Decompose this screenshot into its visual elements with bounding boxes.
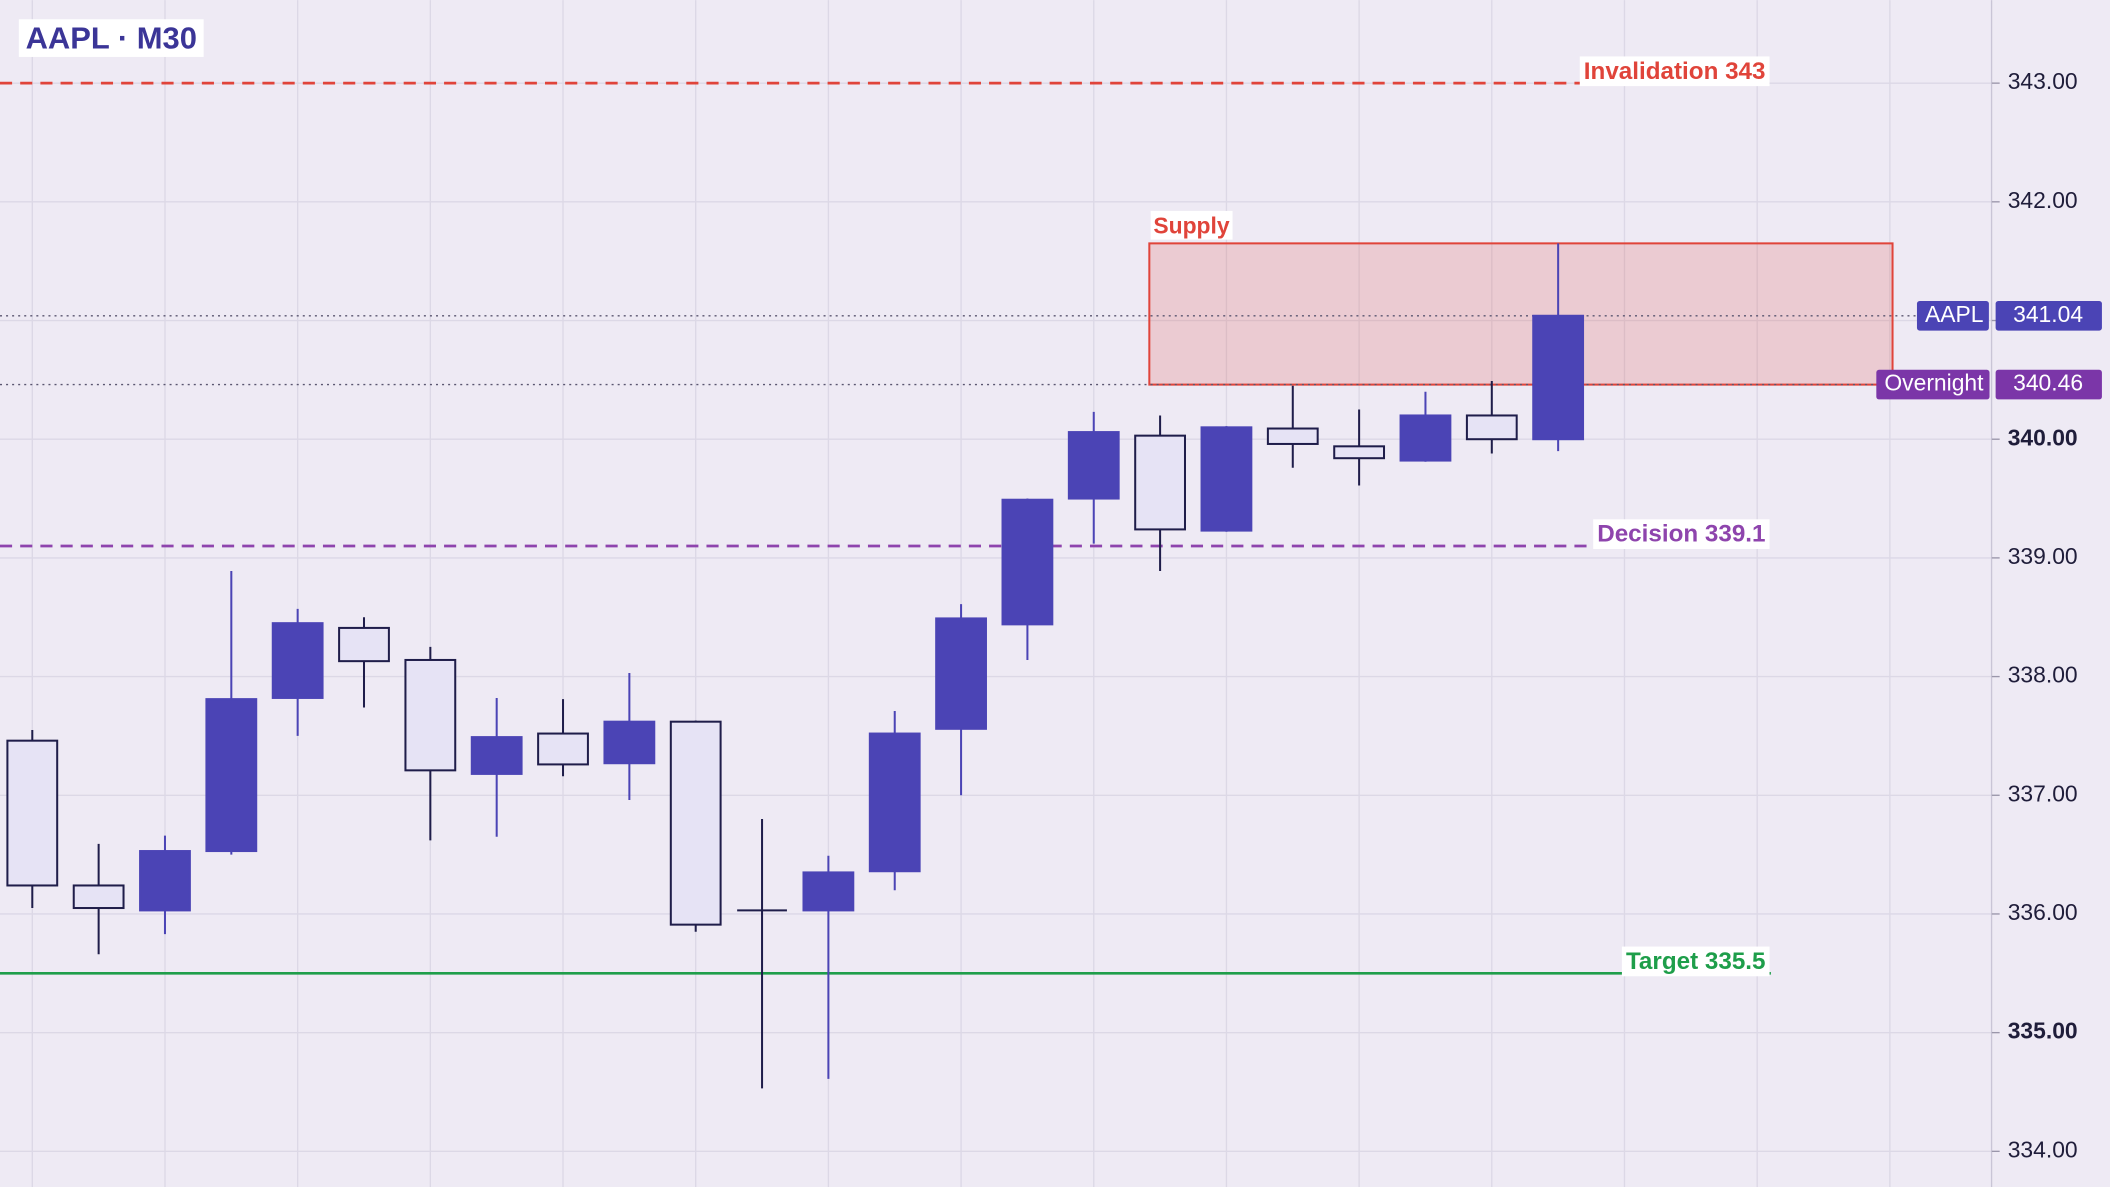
candle-body	[1067, 431, 1120, 500]
y-tick-label: 335.00	[2008, 1018, 2078, 1044]
level-label: Invalidation 343	[1584, 58, 1766, 85]
y-tick-label: 342.00	[2008, 187, 2078, 213]
zone-label: Supply	[1153, 212, 1229, 238]
candle-body	[935, 617, 987, 730]
candle-body	[1333, 445, 1386, 460]
candle-body	[1001, 498, 1054, 626]
candle-body	[1399, 414, 1452, 462]
candle-body	[669, 720, 722, 926]
supply-zone	[1148, 242, 1894, 386]
label-background	[1593, 519, 1770, 549]
price-tag-value-box	[1995, 300, 2102, 331]
y-tick-label: 338.00	[2008, 662, 2078, 688]
y-tick-label: 339.00	[2008, 543, 2078, 569]
level-label: Decision 339.1	[1597, 521, 1765, 548]
candle-body	[603, 720, 656, 765]
y-tick-label: 343.00	[2008, 68, 2078, 94]
candle-body	[1266, 427, 1319, 445]
candle-body	[139, 850, 191, 912]
candle-body	[1200, 426, 1253, 532]
candle-body	[205, 698, 258, 853]
price-tag-value-box	[1995, 369, 2102, 400]
level-label: Target 335.5	[1626, 948, 1766, 975]
price-tag-name-box	[1876, 369, 1990, 400]
candle-body	[1465, 414, 1518, 441]
candle-body	[802, 871, 855, 912]
label-background	[1579, 56, 1770, 87]
candle-body	[338, 626, 390, 663]
price-tag-name: Overnight	[1884, 370, 1984, 396]
candle-body	[72, 884, 125, 910]
price-tag-name: AAPL	[1925, 301, 1983, 327]
y-tick-label: 336.00	[2008, 899, 2078, 925]
label-background	[1621, 946, 1770, 977]
price-tag-name-box	[1916, 300, 1989, 331]
candle-body	[537, 732, 589, 766]
y-tick-label: 334.00	[2008, 1136, 2078, 1162]
candle-body	[1134, 434, 1187, 531]
label-background	[1150, 210, 1233, 240]
price-tag-value: 340.46	[2013, 370, 2083, 396]
candle-body	[470, 736, 523, 775]
candle-body	[404, 658, 457, 772]
y-tick-label: 337.00	[2008, 780, 2078, 806]
candle-body	[1532, 314, 1585, 441]
price-tag-value: 341.04	[2013, 301, 2083, 327]
y-tick-label: 340.00	[2008, 424, 2078, 450]
label-background	[18, 19, 204, 57]
candle-body	[6, 739, 59, 887]
chart-title: AAPL · M30	[26, 21, 197, 56]
candle-body	[271, 622, 324, 699]
candle-body	[868, 732, 921, 873]
